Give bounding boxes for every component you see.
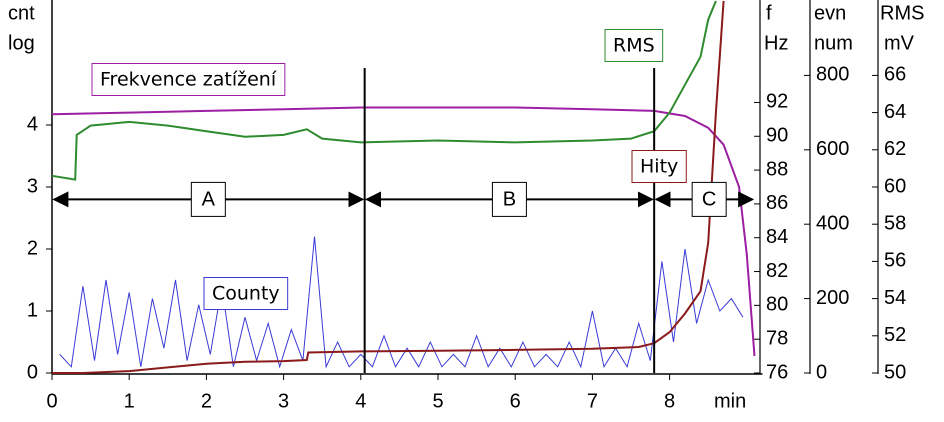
region-label: A: [202, 189, 216, 211]
y3-tick-label: 0: [816, 361, 827, 383]
x-tick-label: 4: [355, 390, 366, 412]
series-line: [51, 0, 717, 181]
y-axis-title: log: [8, 32, 35, 54]
region-box: [491, 181, 527, 217]
region-label: C: [702, 189, 716, 211]
series-line: [52, 0, 725, 374]
series-label: Hity: [640, 156, 678, 178]
series-line: [51, 106, 756, 357]
y4-tick-label: 54: [884, 287, 906, 309]
x-tick-label: 0: [46, 390, 57, 412]
series-label-box: [604, 29, 664, 62]
y3-tick-label: 800: [816, 64, 849, 86]
y2-tick-label: 86: [766, 192, 788, 214]
y3-tick-label: 400: [816, 212, 849, 234]
x-tick-label: 6: [510, 390, 521, 412]
series-label: RMS: [613, 35, 655, 57]
y4-tick-label: 64: [884, 101, 906, 123]
y3-tick-label: 200: [816, 287, 849, 309]
y3-axis-title: num: [814, 32, 853, 54]
series-line: [59, 236, 744, 369]
x-tick-label: 7: [587, 390, 598, 412]
region-box: [190, 181, 226, 217]
y2-axis-title: f: [766, 2, 772, 24]
y4-tick-label: 66: [884, 64, 906, 86]
x-tick-label: 3: [278, 390, 289, 412]
y2-tick-label: 76: [766, 361, 788, 383]
y2-tick-label: 90: [766, 125, 788, 147]
y-tick-label: 4: [27, 113, 38, 135]
y4-tick-label: 58: [884, 212, 906, 234]
y-tick-label: 1: [27, 299, 38, 321]
y2-axis-title: Hz: [764, 32, 788, 54]
region-box: [691, 181, 727, 217]
y2-tick-label: 80: [766, 294, 788, 316]
x-tick-label: 2: [201, 390, 212, 412]
y4-axis-title: mV: [884, 32, 915, 54]
y-tick-label: 3: [27, 175, 38, 197]
y4-tick-label: 56: [884, 250, 906, 272]
y-tick-label: 2: [27, 237, 38, 259]
y-tick-label: 0: [27, 361, 38, 383]
y4-tick-label: 52: [884, 324, 906, 346]
series-label: County: [212, 283, 280, 305]
x-tick-label: 8: [664, 390, 675, 412]
y2-tick-label: 82: [766, 260, 788, 282]
x-axis-title: min: [714, 390, 746, 412]
y-axis-title: cnt: [8, 2, 35, 24]
y2-tick-label: 88: [766, 158, 788, 180]
series-label-box: [203, 277, 289, 310]
y4-tick-label: 60: [884, 175, 906, 197]
y4-tick-label: 62: [884, 138, 906, 160]
y4-axis-title: RMS: [880, 2, 924, 24]
y2-tick-label: 78: [766, 327, 788, 349]
y4-tick-label: 50: [884, 361, 906, 383]
region-label: B: [503, 189, 516, 211]
y3-axis-title: evn: [814, 2, 846, 24]
x-tick-label: 1: [124, 390, 135, 412]
series-label: Frekvence zatížení: [100, 69, 277, 91]
x-tick-label: 5: [432, 390, 443, 412]
y2-tick-label: 84: [766, 226, 788, 248]
series-label-box: [631, 150, 687, 183]
series-label-box: [91, 63, 286, 96]
y3-tick-label: 600: [816, 138, 849, 160]
y2-tick-label: 92: [766, 91, 788, 113]
